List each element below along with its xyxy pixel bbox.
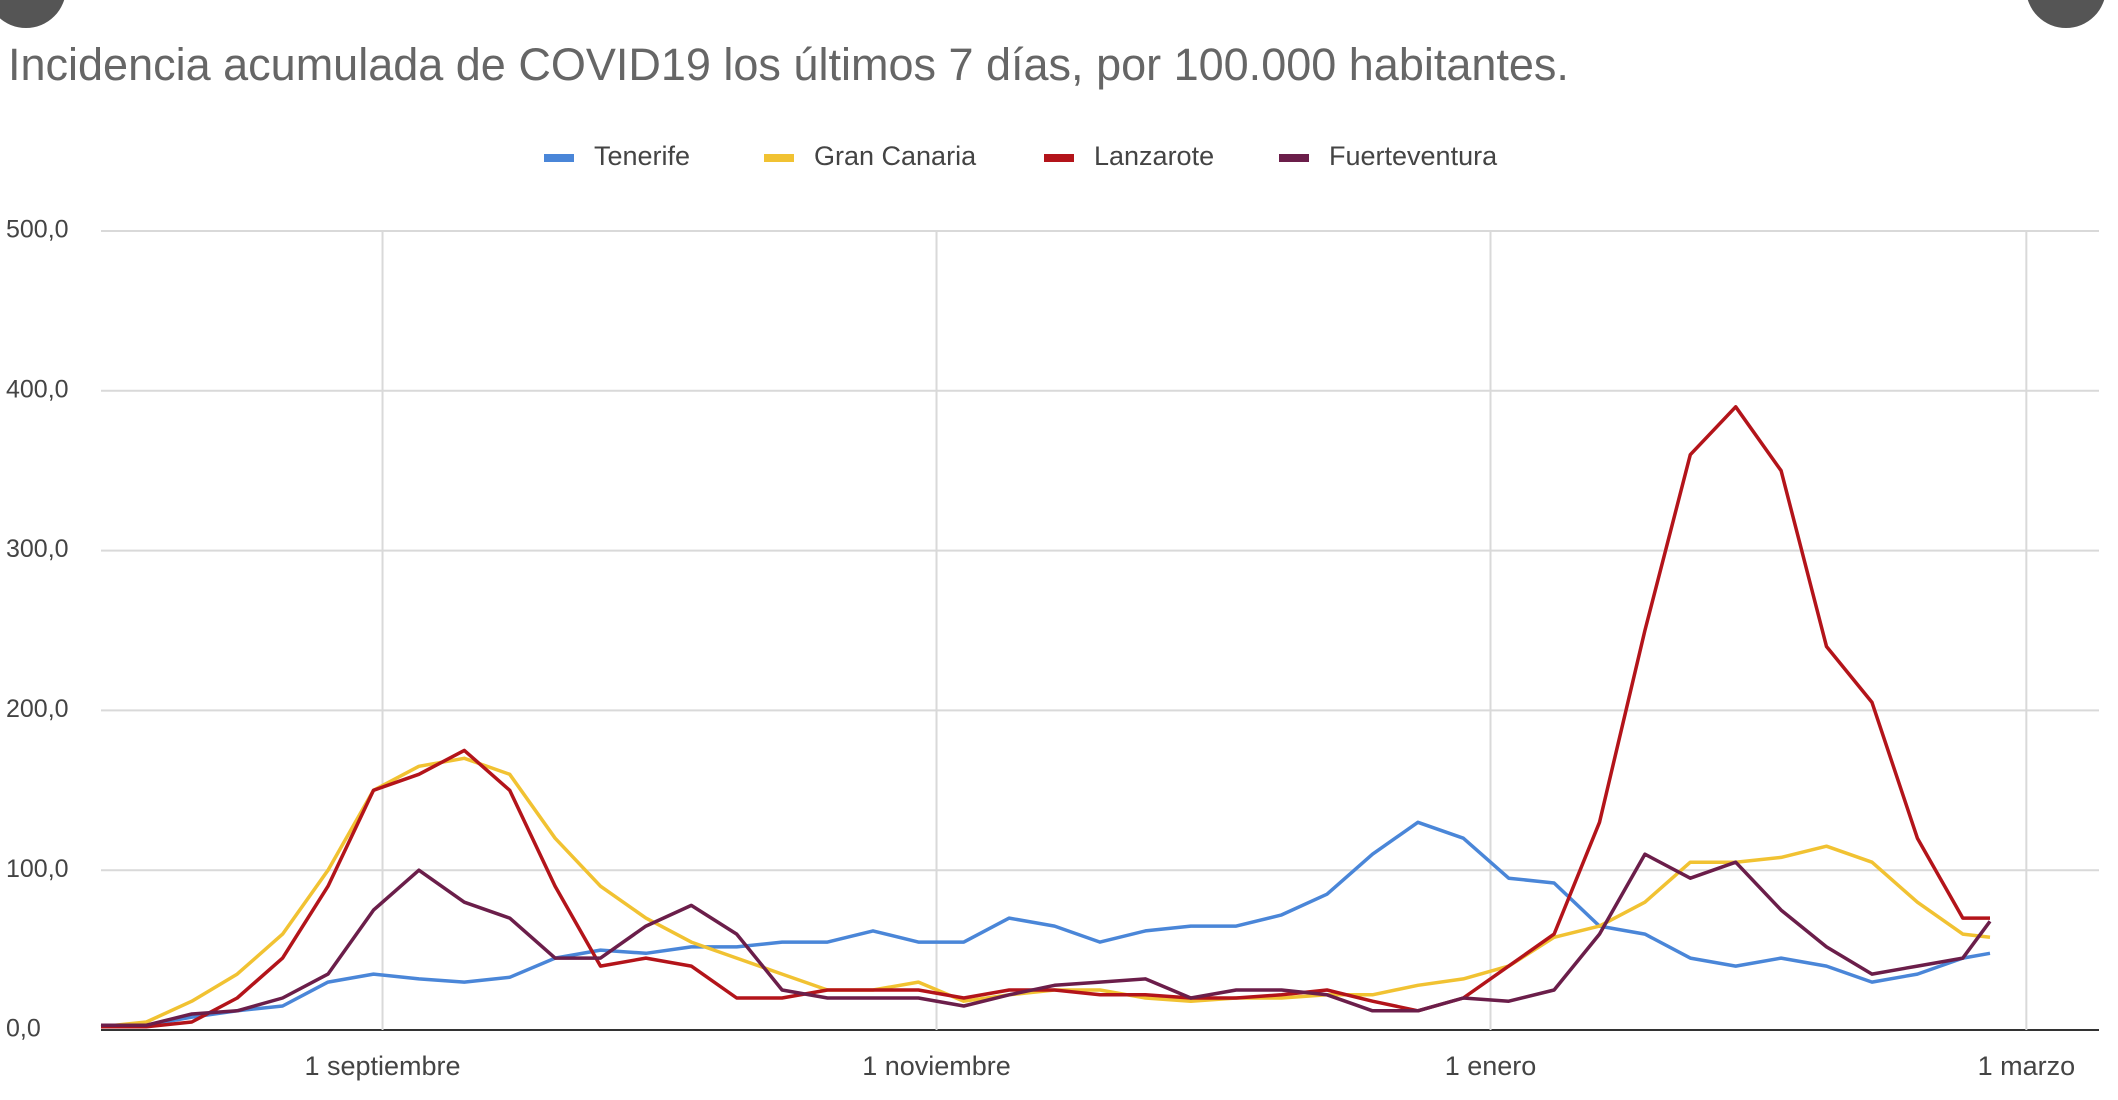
x-tick-label: 1 enero	[1445, 1051, 1537, 1081]
legend-label: Gran Canaria	[814, 141, 977, 171]
legend-swatch	[544, 154, 574, 162]
legend-swatch	[1044, 154, 1074, 162]
y-tick-label: 100,0	[6, 855, 69, 883]
legend-swatch	[764, 154, 794, 162]
y-tick-label: 500,0	[6, 216, 69, 244]
y-tick-label: 400,0	[6, 375, 69, 403]
legend-label: Fuerteventura	[1329, 141, 1498, 171]
series-line	[101, 852, 1992, 1027]
series-line	[100, 820, 1991, 1029]
y-tick-label: 0,0	[6, 1015, 41, 1043]
legend-label: Tenerife	[594, 141, 690, 171]
y-tick-label: 300,0	[6, 535, 69, 563]
x-tick-label: 1 marzo	[1978, 1051, 2076, 1081]
legend-label: Lanzarote	[1094, 141, 1214, 171]
legend-swatch	[1279, 154, 1309, 162]
chart-title: Incidencia acumulada de COVID19 los últi…	[8, 39, 1569, 90]
x-tick-label: 1 noviembre	[862, 1051, 1011, 1081]
series-line	[101, 405, 1990, 1029]
nav-button[interactable]	[0, 0, 66, 28]
y-tick-label: 200,0	[6, 695, 69, 723]
nav-button[interactable]	[2026, 0, 2106, 28]
legend: Tenerife Gran Canaria Lanzarote Fuerteventu…	[544, 141, 1498, 171]
x-tick-label: 1 septiembre	[304, 1051, 460, 1081]
